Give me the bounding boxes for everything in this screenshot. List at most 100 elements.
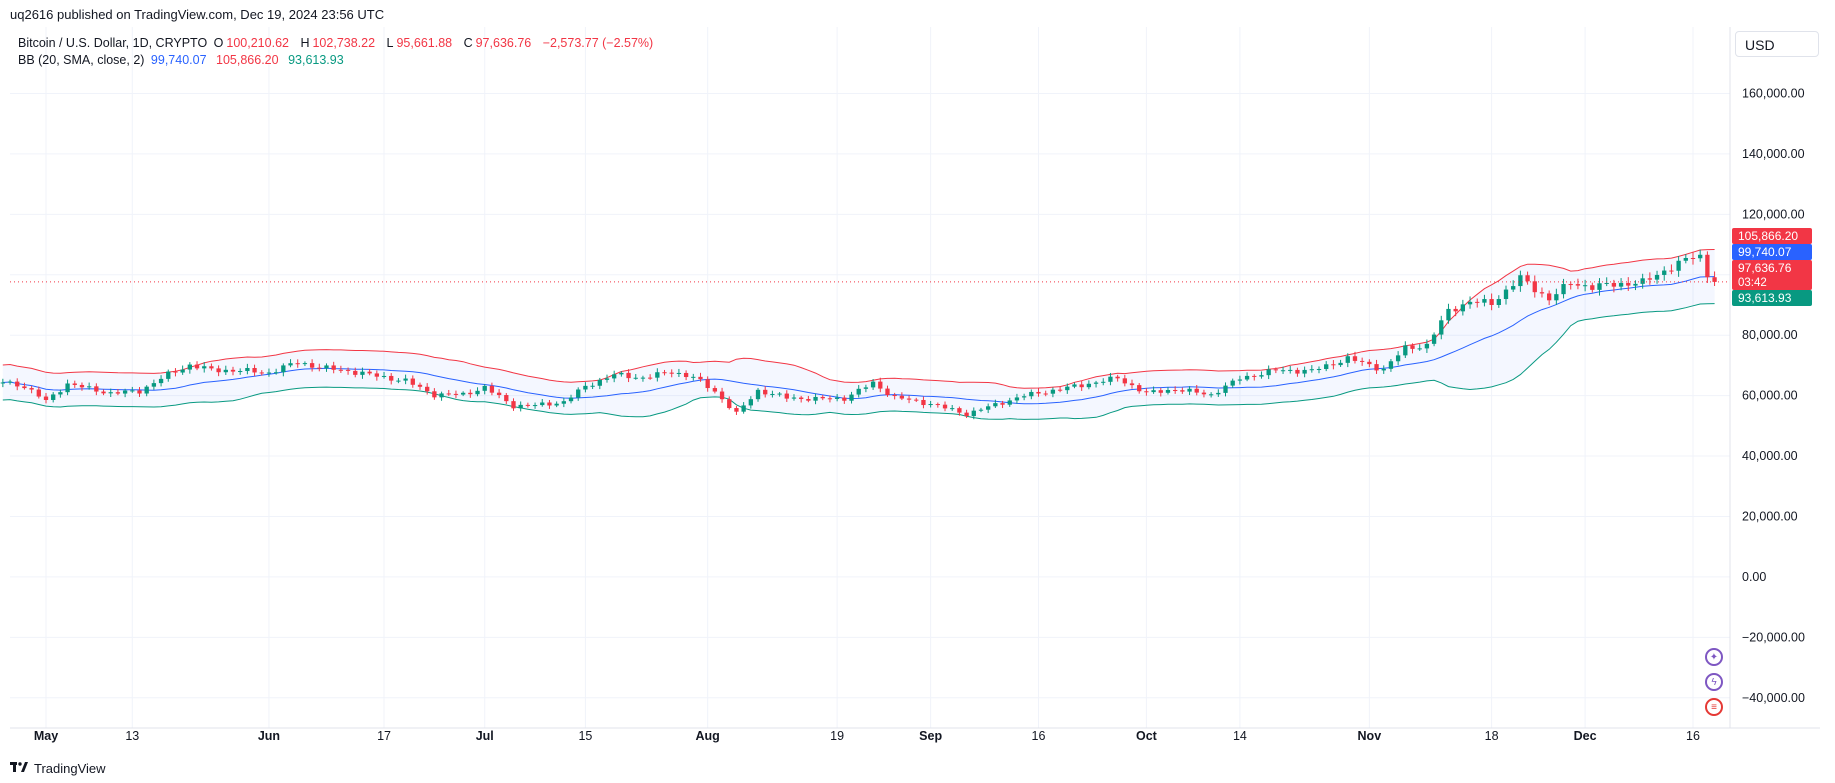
candle-body — [1000, 403, 1005, 405]
candle-body — [532, 405, 538, 407]
candle-body — [1187, 388, 1192, 392]
candle-body — [1237, 379, 1243, 381]
candle-body — [1216, 392, 1221, 395]
candle-body — [1446, 308, 1451, 321]
y-tick-label: −20,000.00 — [1742, 630, 1805, 644]
candle-body — [1115, 376, 1120, 379]
candlestick-chart[interactable]: −40,000.00 −20,000.00 0.00 20,000.00 40,000.… — [0, 27, 1835, 757]
candle-body — [309, 363, 315, 368]
published-line: uq2616 published on TradingView.com, Dec… — [10, 7, 385, 22]
candle-body — [1381, 368, 1386, 371]
candle-body — [1144, 391, 1149, 393]
candle-body — [324, 365, 329, 369]
candle-body — [101, 391, 106, 394]
price-tag — [1732, 228, 1812, 244]
candle-body — [1611, 282, 1617, 287]
candle-body — [425, 386, 430, 392]
candle-body — [1539, 292, 1545, 294]
candle-body — [597, 379, 602, 386]
currency-selector[interactable]: USD — [1735, 31, 1819, 57]
x-tick-label: 13 — [125, 729, 139, 743]
candle-body — [935, 404, 940, 406]
candle-body — [691, 376, 696, 378]
x-tick-label: Sep — [919, 729, 942, 743]
candle-body — [273, 372, 279, 374]
candle-body — [1007, 400, 1012, 405]
candle-body — [389, 375, 394, 381]
bb-indicator-label[interactable]: BB (20, SMA, close, 2) — [18, 53, 145, 67]
candle-body — [1597, 283, 1602, 290]
candle-body — [1618, 282, 1624, 287]
candle-body — [705, 379, 710, 389]
candle-body — [29, 388, 34, 390]
candle-body — [813, 396, 818, 401]
candle-body — [1101, 381, 1106, 383]
candle-body — [475, 390, 480, 395]
candle-body — [554, 403, 559, 406]
candle-body — [238, 371, 243, 373]
candle-body — [892, 395, 897, 397]
currency-label: USD — [1745, 37, 1775, 53]
candle-body — [1180, 390, 1185, 392]
candle-body — [1208, 394, 1214, 396]
x-tick-label: 14 — [1233, 729, 1247, 743]
candle-body — [489, 385, 495, 393]
candle-body — [295, 363, 300, 365]
candle-body — [302, 363, 308, 365]
candle-body — [741, 405, 746, 412]
candle-body — [561, 401, 566, 404]
chart-area[interactable]: −40,000.00 −20,000.00 0.00 20,000.00 40,000.… — [0, 27, 1835, 757]
candle-body — [1324, 364, 1329, 370]
candle-body — [1244, 375, 1250, 380]
candle-body — [1036, 391, 1041, 394]
candle-body — [1467, 301, 1473, 305]
candle-body — [1489, 299, 1494, 305]
change-value: −2,573.77 (−2.57%) — [542, 36, 654, 50]
candle-body — [1352, 356, 1358, 361]
candle-body — [1057, 389, 1063, 391]
candle-body — [79, 384, 85, 388]
candle-body — [288, 363, 293, 366]
candle-body — [950, 408, 955, 410]
candle-body — [22, 386, 27, 389]
candle-body — [331, 365, 336, 370]
candle-body — [784, 393, 789, 399]
candle-body — [1230, 380, 1235, 386]
candle-body — [1302, 369, 1307, 374]
price-tag — [1732, 244, 1812, 260]
candle-body — [604, 378, 610, 380]
candle-body — [396, 380, 401, 382]
candle-body — [403, 378, 408, 381]
candle-body — [1712, 277, 1717, 282]
candle-body — [856, 388, 861, 395]
candle-body — [777, 393, 782, 395]
candle-body — [1439, 320, 1444, 335]
candle-body — [993, 403, 998, 407]
candle-body — [899, 395, 905, 399]
candle-body — [1316, 369, 1322, 371]
sparkle-icon[interactable]: ✦ — [1705, 648, 1723, 666]
bb-upper-line — [2, 249, 1715, 389]
candle-body — [122, 390, 128, 394]
candle-body — [410, 378, 415, 385]
candle-body — [748, 399, 753, 406]
candle-body — [1604, 282, 1609, 284]
candle-body — [1194, 388, 1199, 393]
candle-body — [1137, 385, 1142, 392]
candle-body — [173, 371, 178, 373]
x-tick-label: 15 — [578, 729, 592, 743]
x-tick-label: May — [34, 729, 58, 743]
candle-body — [367, 371, 372, 374]
candle-body — [194, 364, 200, 369]
candle-body — [906, 398, 912, 400]
tradingview-logo-icon[interactable] — [10, 761, 28, 776]
candle-body — [453, 393, 459, 395]
candle-body — [1518, 275, 1523, 287]
lightning-icon[interactable]: ϟ — [1705, 673, 1723, 691]
candle-body — [1561, 284, 1566, 295]
candle-body — [1669, 270, 1674, 272]
x-tick-label: Aug — [696, 729, 720, 743]
close-label: C — [463, 36, 473, 50]
us-flag-icon[interactable]: ≡ — [1705, 698, 1723, 716]
candle-body — [115, 392, 121, 394]
